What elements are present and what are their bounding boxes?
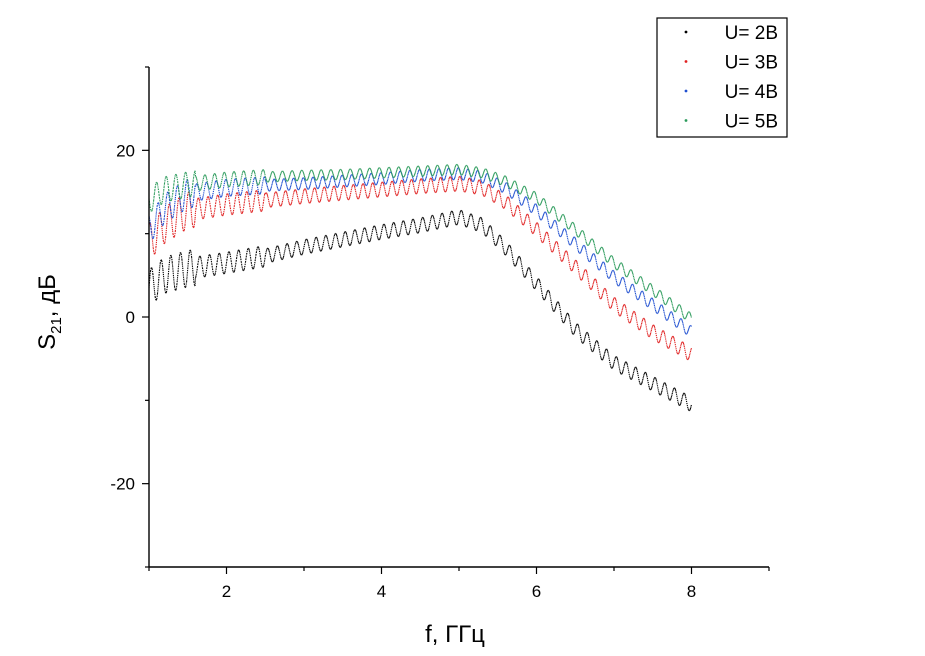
series-layer xyxy=(148,163,693,412)
series-4-points xyxy=(148,163,693,320)
series-1-points xyxy=(148,209,693,412)
series-2-points xyxy=(148,175,693,361)
